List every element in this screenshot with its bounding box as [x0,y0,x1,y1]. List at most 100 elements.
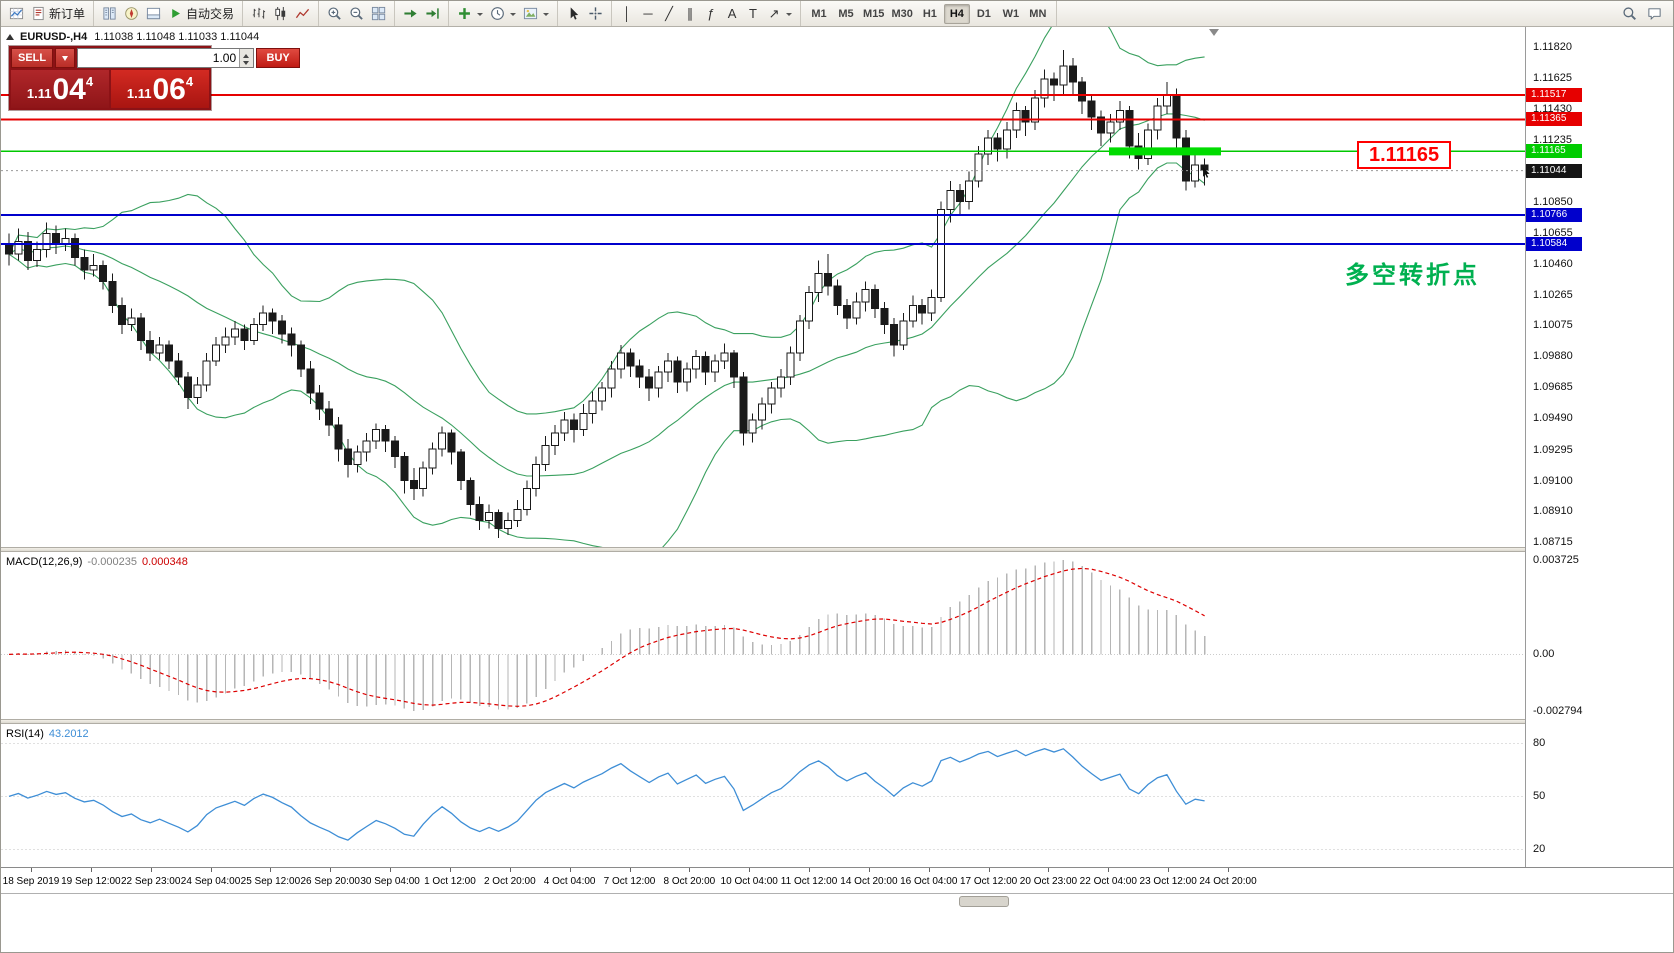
new-order-label: 新订单 [49,7,86,21]
text-button[interactable]: A [722,3,742,25]
time-tick [988,868,990,872]
buy-price-prefix: 1.11 [126,86,152,101]
timeframe-h1[interactable]: H1 [917,4,943,24]
time-axis-label: 19 Sep 12:00 [61,876,121,887]
fibonacci-button[interactable]: ƒ [701,3,721,25]
macd-canvas[interactable] [1,552,1674,719]
crosshair-icon [589,7,602,20]
tile-windows-button[interactable] [368,3,389,25]
symbol-info: EURUSD-,H4 1.11038 1.11048 1.11033 1.110… [6,31,259,43]
price-marker: 1.11165 [1526,144,1582,159]
candlestick-chart-icon [275,6,286,21]
panel-divider[interactable] [1,547,1673,552]
chat-button[interactable] [1644,3,1665,25]
panel-divider[interactable] [1,719,1673,724]
volume-input[interactable] [78,49,240,67]
chart-shift-button[interactable] [422,3,443,25]
time-axis-label: 11 Oct 12:00 [780,876,838,887]
volume-increase-button[interactable] [240,49,254,58]
time-tick [809,868,811,872]
sell-price-main: 04 [52,73,86,106]
arrows-button[interactable]: ↗ [764,3,795,25]
buy-price-main: 06 [152,73,186,106]
macd-value-main: -0.000235 [87,556,137,568]
navigator-button[interactable] [121,3,142,25]
equidistant-channel-button[interactable]: ∥ [680,3,700,25]
price-axis-label: 1.10075 [1533,319,1573,332]
sell-price-pip: 4 [85,74,94,89]
macd-axis-label: -0.002794 [1533,705,1583,717]
terminal-button[interactable] [143,3,164,25]
auto-scroll-button[interactable] [400,3,421,25]
timeframe-m15[interactable]: M15 [860,4,887,24]
timeframe-m30[interactable]: M30 [888,4,915,24]
text-icon: A [727,6,737,21]
time-tick [749,868,751,872]
time-axis: 18 Sep 2019 19 Sep 12:00 22 Sep 23:00 24 Se… [1,867,1673,893]
chevron-down-icon [62,56,69,64]
cursor-button[interactable] [563,3,584,25]
timeframe-mn[interactable]: MN [1025,4,1051,24]
market-watch-button[interactable] [99,3,120,25]
timeframe-h4[interactable]: H4 [943,3,970,24]
price-axis-label: 1.09685 [1533,381,1573,394]
line-chart-button[interactable] [292,3,313,25]
price-axis-label: 1.08715 [1533,536,1573,549]
toolbar: 新订单 自动交易 │ ─ ╱ ∥ ƒ A T ↗ M1 M5 M15 M30 H1 H4 D1 W1 MN [1,1,1673,27]
zoom-out-button[interactable] [346,3,367,25]
chart-region[interactable]: EURUSD-,H4 1.11038 1.11048 1.11033 1.110… [1,27,1674,952]
time-axis-label: 20 Oct 23:00 [1019,876,1078,887]
sell-price-button[interactable]: 1.11 04 4 [11,70,109,108]
new-order-button[interactable]: 新订单 [28,3,88,25]
macd-label: MACD(12,26,9) -0.000235 0.000348 [6,556,193,568]
timeframe-m5[interactable]: M5 [833,4,859,24]
collapse-panel-icon[interactable] [6,30,14,40]
buy-button[interactable]: BUY [256,48,301,68]
time-tick [330,868,332,872]
rsi-canvas[interactable] [1,724,1674,867]
text-label-button[interactable]: T [743,3,763,25]
macd-name: MACD(12,26,9) [6,556,83,568]
time-axis-label: 25 Sep 12:00 [240,876,301,887]
volume-decrease-button[interactable] [240,58,254,67]
main-chart-canvas[interactable] [1,27,1674,547]
chart-shift-marker[interactable] [1209,29,1219,41]
trendline-button[interactable]: ╱ [659,3,679,25]
horizontal-line-button[interactable]: ─ [638,3,658,25]
zoom-in-button[interactable] [324,3,345,25]
timeframe-m1[interactable]: M1 [806,4,832,24]
price-axis-label: 1.09880 [1533,350,1573,363]
candlestick-chart-button[interactable] [270,3,291,25]
vertical-line-icon: │ [622,6,632,21]
time-tick [31,868,32,872]
time-axis-label: 24 Sep 04:00 [180,876,241,887]
search-button[interactable] [1619,3,1640,25]
templates-icon [523,7,538,20]
panel-resize-handle[interactable] [959,896,1009,907]
buy-price-button[interactable]: 1.11 06 4 [111,70,209,108]
time-axis-label: 2 Oct 20:00 [483,876,536,887]
bollinger-band-line [8,162,1205,547]
templates-button[interactable] [520,3,552,25]
vertical-line-button[interactable]: │ [617,3,637,25]
macd-histogram [17,560,1206,711]
crosshair-button[interactable] [585,3,606,25]
sell-button[interactable]: SELL [11,48,54,68]
rsi-axis-label: 20 [1533,843,1546,856]
order-options-dropdown[interactable] [55,48,76,68]
highlight-zone[interactable] [1109,147,1221,156]
price-marker: 1.10584 [1526,237,1582,252]
time-axis-label: 17 Oct 12:00 [959,876,1018,887]
timeframe-d1[interactable]: D1 [971,4,997,24]
new-chart-button[interactable] [6,3,27,25]
mouse-cursor-icon [1203,167,1210,178]
add-indicator-button[interactable] [454,3,486,25]
timeframe-w1[interactable]: W1 [998,4,1024,24]
bar-chart-button[interactable] [248,3,269,25]
price-axis-label: 1.10850 [1533,195,1573,208]
autotrading-button[interactable]: 自动交易 [165,3,237,25]
autotrading-icon [172,9,181,18]
time-axis-label: 26 Sep 20:00 [300,876,361,887]
periods-button[interactable] [487,3,519,25]
